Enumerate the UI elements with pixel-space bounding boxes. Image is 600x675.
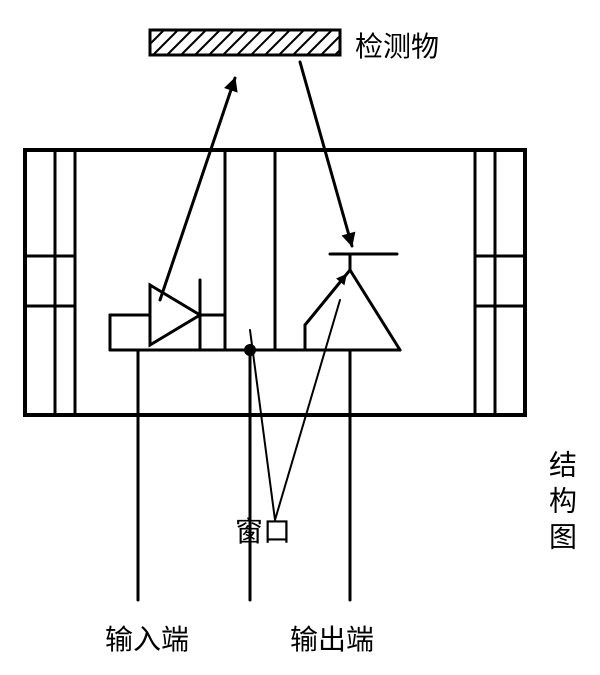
structure-diagram-svg: [0, 0, 600, 675]
structure-diagram-label: 结构图: [540, 450, 580, 558]
input-terminal-label: 输入端: [105, 618, 189, 658]
detection-object-label: 检测物: [355, 25, 439, 65]
output-terminal-label: 输出端: [290, 618, 374, 658]
window-label: 窗口: [235, 510, 291, 550]
